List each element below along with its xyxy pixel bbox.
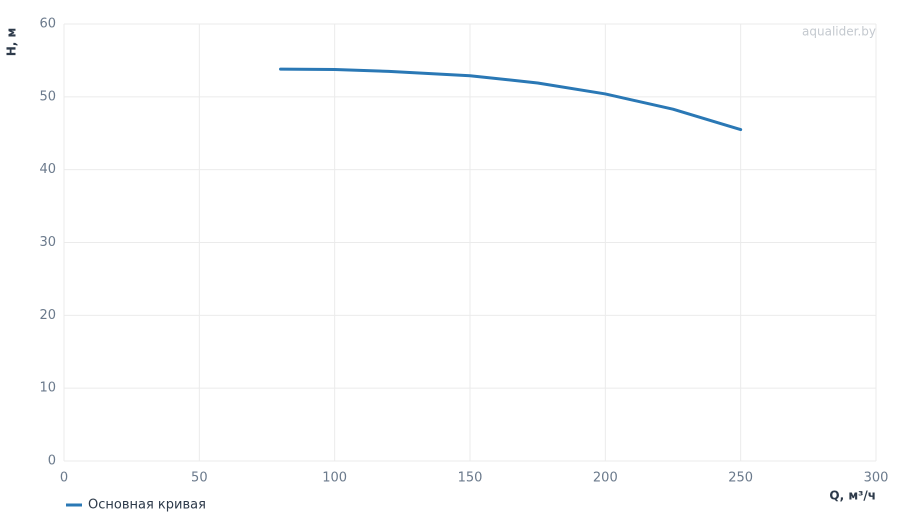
- x-tick-label: 100: [322, 471, 347, 486]
- x-axis-title: Q, м³/ч: [829, 489, 876, 503]
- watermark: aqualider.by: [802, 25, 876, 39]
- x-tick-label: 300: [864, 471, 889, 486]
- y-tick-label: 0: [48, 454, 56, 469]
- x-tick-label: 0: [60, 471, 68, 486]
- y-tick-label: 40: [39, 162, 56, 177]
- x-tick-label: 200: [593, 471, 618, 486]
- y-tick-label: 30: [39, 235, 56, 250]
- x-tick-label: 150: [458, 471, 483, 486]
- x-tick-label: 50: [191, 471, 208, 486]
- x-tick-label: 250: [728, 471, 753, 486]
- y-tick-label: 20: [39, 308, 56, 323]
- y-tick-label: 10: [39, 381, 56, 396]
- curve: [279, 67, 743, 132]
- y-tick-label: 60: [39, 17, 56, 32]
- y-axis-title: H, м: [5, 28, 19, 57]
- y-tick-label: 50: [39, 89, 56, 104]
- legend-label: Основная кривая: [88, 498, 206, 513]
